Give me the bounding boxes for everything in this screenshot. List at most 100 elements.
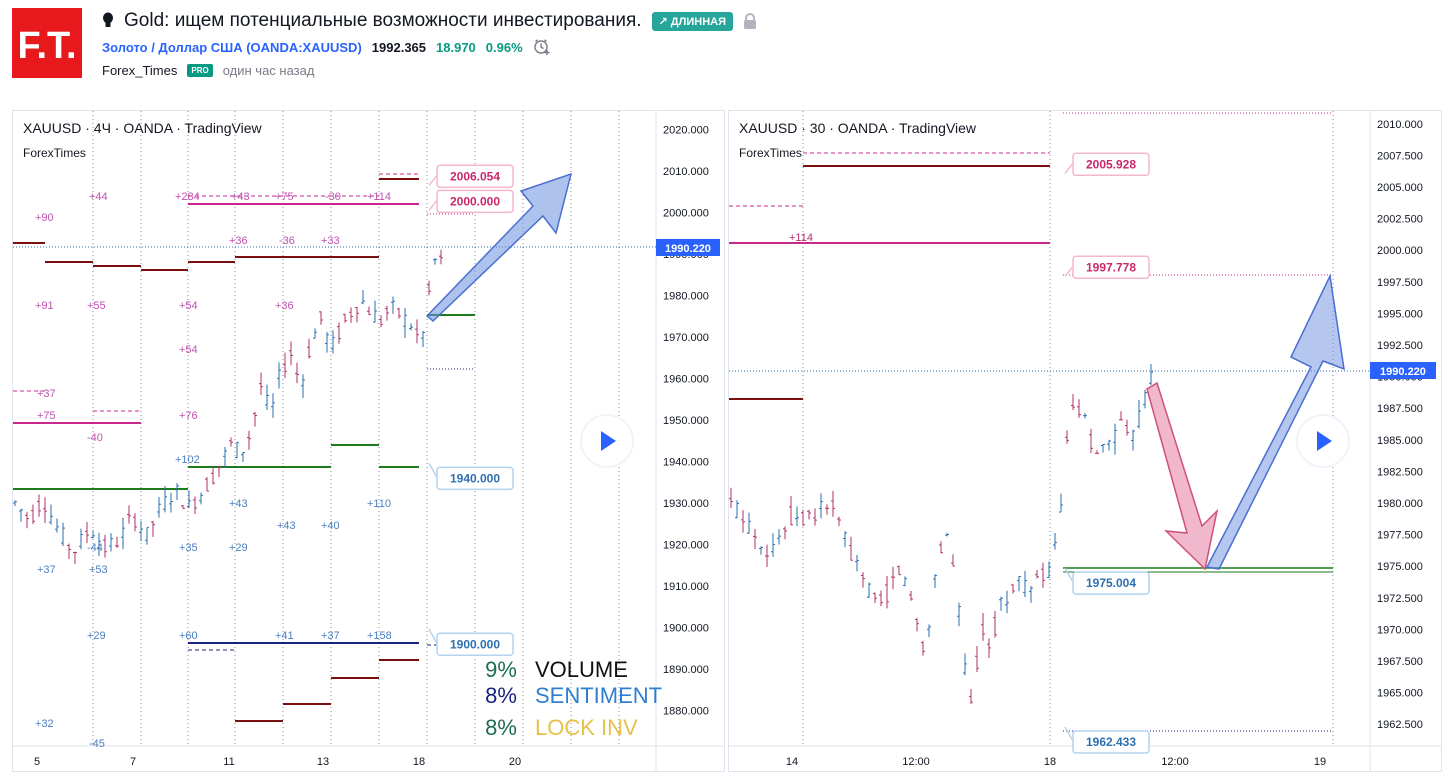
price-tick-label: 1965.000 [1377, 688, 1423, 700]
annotation-label: +32 [35, 718, 54, 730]
tag-pointer [1064, 162, 1074, 174]
price-tick-label: 2010.000 [663, 166, 709, 178]
annotation-label: -45 [89, 738, 105, 750]
tag-pointer [428, 174, 438, 186]
time-tick-label: 14 [786, 756, 798, 768]
stat-lockinv-label: LOCK INV [535, 715, 638, 740]
price-tick-label: 1930.000 [663, 498, 709, 510]
current-price-4h: 1990.220 [665, 243, 711, 255]
annotation-label: +75 [275, 191, 294, 203]
price-tick-label: 1982.500 [1377, 466, 1423, 478]
level-tags-30m: 2005.928 1997.778 1975.004 1962.433 [1064, 152, 1150, 754]
idea-title-text: Gold: ищем потенциальные возможности инв… [124, 10, 642, 31]
time-tick-label: 12:00 [902, 756, 930, 768]
annotation-label: +33 [321, 235, 340, 247]
chart-30m-svg[interactable]: +114 2005.928 1997.778 1975.004 1962.433 XA… [729, 111, 1441, 771]
chart-title-30m: XAUUSD · 30 · OANDA · TradingView [739, 120, 977, 136]
annotation-label: +29 [229, 542, 248, 554]
candles-4h [13, 249, 443, 564]
stat-sentiment-value: 8% [485, 683, 517, 708]
price-axis-4h: 2020.0002010.0002000.0001990.0001980.000… [663, 124, 709, 717]
price-axis-30m: 2010.000 2007.500 2005.000 2002.500 2000.000… [1377, 119, 1423, 731]
annotation-label: +102 [175, 454, 200, 466]
time-axis-4h: 5 7 11 13 18 20 [34, 756, 521, 768]
annotation-label: +37 [321, 630, 340, 642]
level-tag-box [1072, 255, 1150, 280]
chart-4h-svg[interactable]: +90 +44 +284 +43 +75 -30 +114 +36 -36 +33 +91 +55 +5… [13, 111, 724, 771]
brand-logo: F.T. [12, 8, 82, 78]
level-tag-label: 2005.928 [1086, 157, 1136, 171]
stat-volume-value: 9% [485, 657, 517, 682]
play-button-4h[interactable] [580, 414, 634, 468]
annotation-label: +36 [275, 300, 294, 312]
price-tick-label: 2000.000 [663, 207, 709, 219]
chart-panel-30m[interactable]: +114 2005.928 1997.778 1975.004 1962.433 XA… [728, 110, 1442, 772]
annotation-label: -40 [87, 432, 103, 444]
stats-block: 9% VOLUME 8% SENTIMENT 8% LOCK INV [485, 657, 662, 740]
idea-title: Gold: ищем потенциальные возможности инв… [102, 10, 757, 32]
annotation-label: +43 [277, 520, 296, 532]
price-change-pct: 0.96% [485, 39, 523, 55]
price-tick-label: 2002.500 [1377, 214, 1423, 226]
tag-pointer [428, 199, 438, 211]
chart-panel-4h[interactable]: +90 +44 +284 +43 +75 -30 +114 +36 -36 +33 +91 +55 +5… [12, 110, 725, 772]
author-row: Forex_Times PRO один час назад [102, 63, 314, 78]
price-tick-label: 1950.000 [663, 415, 709, 427]
annotation-label: +75 [37, 410, 56, 422]
time-tick-label: 12:00 [1161, 756, 1189, 768]
annotation-label: +29 [87, 630, 106, 642]
price-tick-label: 1985.000 [1377, 435, 1423, 447]
price-tick-label: 1987.500 [1377, 403, 1423, 415]
bullish-arrow [425, 172, 573, 323]
annotation-label: +55 [87, 300, 106, 312]
annotation-label: +53 [89, 564, 108, 576]
annotation-label: +76 [179, 410, 198, 422]
chart-subtitle-4h: ForexTimes [23, 146, 86, 160]
price-tick-label: 2000.000 [1377, 245, 1423, 257]
price-tick-label: 1997.500 [1377, 277, 1423, 289]
lightbulb-icon [103, 12, 113, 27]
price-tick-label: 1977.500 [1377, 530, 1423, 542]
annotation-label: +60 [179, 630, 198, 642]
level-tag-label: 1962.433 [1086, 735, 1136, 749]
price-tick-label: 2005.000 [1377, 182, 1423, 194]
last-price: 1992.365 [371, 39, 427, 55]
price-tick-label: 1980.000 [663, 290, 709, 302]
annotation-label: +284 [175, 191, 200, 203]
symbol-link[interactable]: Золото / Доллар США (OANDA:XAUUSD) [102, 39, 362, 55]
annotation-label: -36 [279, 235, 295, 247]
time-axis-30m: 14 12:00 18 12:00 19 [786, 756, 1326, 768]
annotation-label: +41 [275, 630, 294, 642]
bearish-arrow [1146, 381, 1219, 571]
annotation-label: +37 [37, 388, 56, 400]
author-name[interactable]: Forex_Times [102, 63, 178, 78]
annotation-label: -44 [87, 542, 103, 554]
level-tag-box [1072, 730, 1150, 754]
annotation-label: +35 [179, 542, 198, 554]
annotation-label: +54 [179, 344, 198, 356]
current-price-30m: 1990.220 [1380, 366, 1426, 378]
time-tick-label: 7 [130, 756, 136, 768]
price-tick-label: 1975.000 [1377, 561, 1423, 573]
tag-pointer [1064, 567, 1074, 583]
annotation-label: +91 [35, 300, 54, 312]
bullish-arrow-right [1205, 273, 1345, 570]
time-tick-label: 13 [317, 756, 329, 768]
price-tick-label: 1962.500 [1377, 719, 1423, 731]
annotation-label: +43 [229, 498, 248, 510]
stat-lockinv-value: 8% [485, 715, 517, 740]
price-tick-label: 1960.000 [663, 373, 709, 385]
current-price-tag-30m: 1990.220 [1370, 362, 1436, 379]
time-tick-label: 19 [1314, 756, 1326, 768]
publish-time: один час назад [222, 63, 315, 78]
tag-pointer [428, 462, 438, 478]
price-tick-label: 2020.000 [663, 124, 709, 136]
price-tick-label: 1995.000 [1377, 308, 1423, 320]
annotation-label: +44 [89, 191, 108, 203]
price-tick-label: 1970.000 [1377, 624, 1423, 636]
annotation-label: +90 [35, 212, 54, 224]
add-alert-clock-icon[interactable] [533, 38, 551, 56]
price-tick-label: 1940.000 [663, 456, 709, 468]
play-button-30m[interactable] [1296, 414, 1350, 468]
level-tag-label: 1975.004 [1086, 576, 1136, 590]
